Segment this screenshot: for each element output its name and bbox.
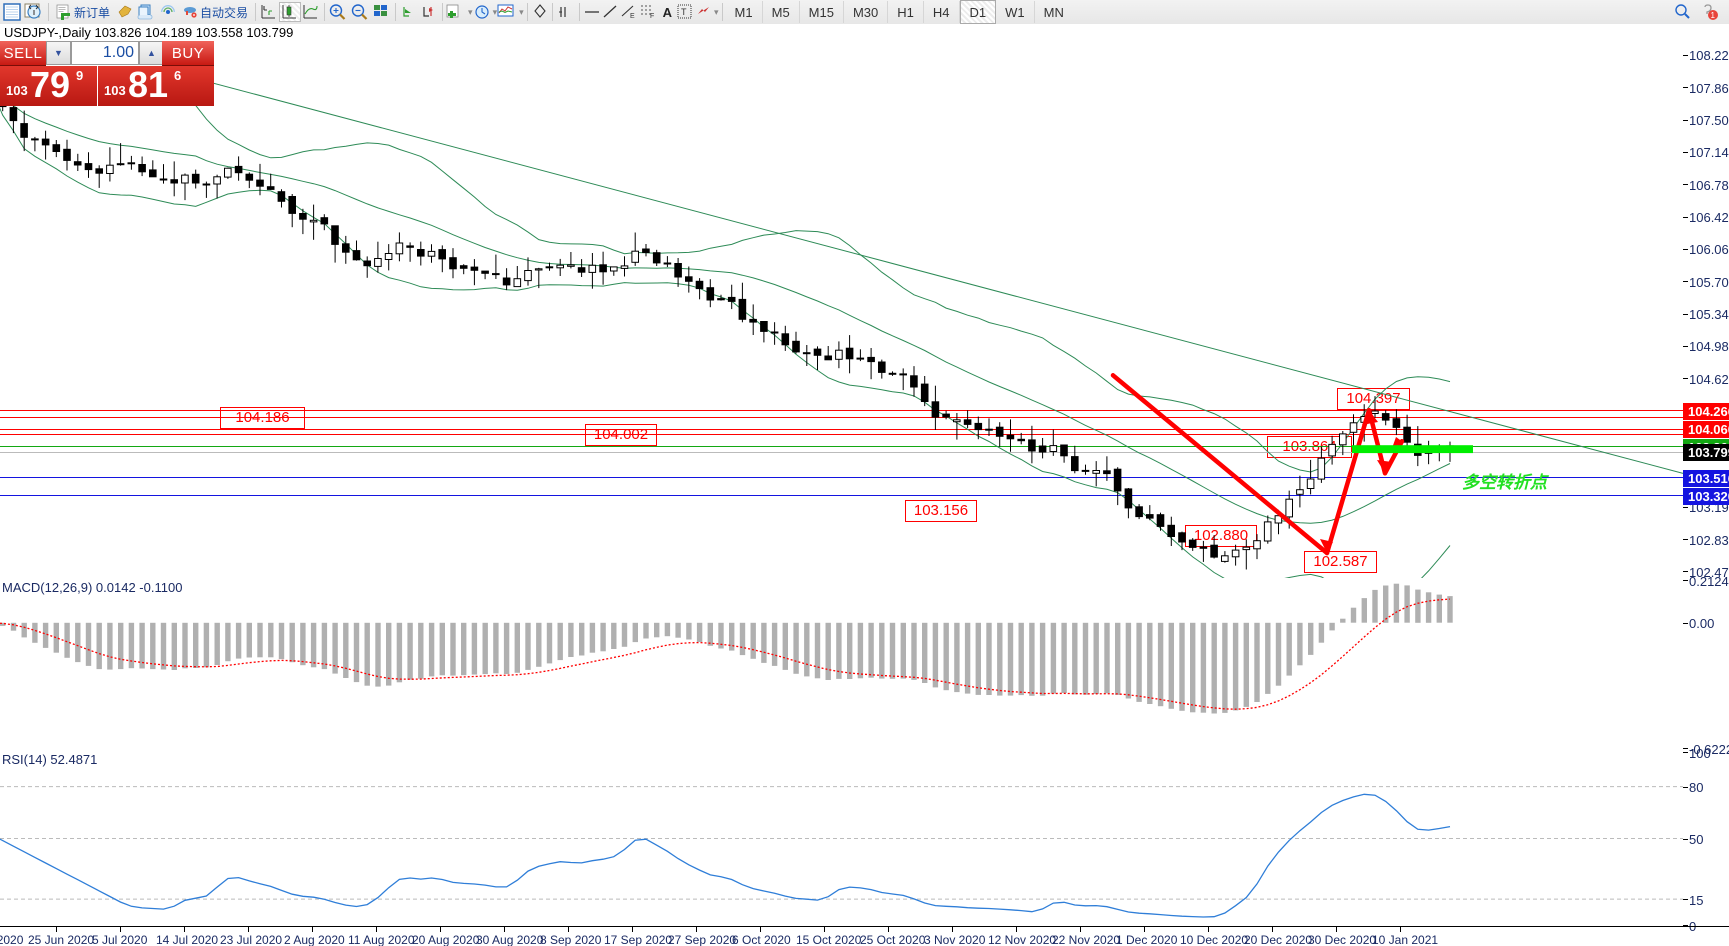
svg-text:T: T	[681, 7, 687, 17]
svg-text:1: 1	[1711, 11, 1716, 20]
svg-text:F: F	[650, 13, 654, 20]
svg-text:E: E	[630, 13, 635, 20]
